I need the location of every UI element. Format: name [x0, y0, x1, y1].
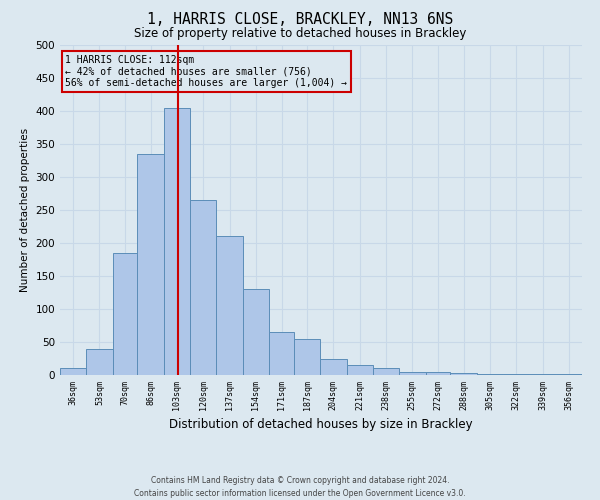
Bar — [503, 374, 529, 375]
Text: Size of property relative to detached houses in Brackley: Size of property relative to detached ho… — [134, 28, 466, 40]
Bar — [425, 372, 451, 375]
Text: 1 HARRIS CLOSE: 112sqm
← 42% of detached houses are smaller (756)
56% of semi-de: 1 HARRIS CLOSE: 112sqm ← 42% of detached… — [65, 55, 347, 88]
Bar — [529, 374, 556, 375]
Bar — [451, 373, 476, 375]
Bar — [113, 253, 137, 375]
Text: 1, HARRIS CLOSE, BRACKLEY, NN13 6NS: 1, HARRIS CLOSE, BRACKLEY, NN13 6NS — [147, 12, 453, 28]
Bar — [399, 372, 425, 375]
Text: Contains HM Land Registry data © Crown copyright and database right 2024.
Contai: Contains HM Land Registry data © Crown c… — [134, 476, 466, 498]
Bar — [476, 374, 503, 375]
Bar — [190, 200, 217, 375]
Bar — [320, 358, 347, 375]
Bar — [347, 365, 373, 375]
Bar — [86, 348, 113, 375]
X-axis label: Distribution of detached houses by size in Brackley: Distribution of detached houses by size … — [169, 418, 473, 431]
Bar — [269, 332, 294, 375]
Bar — [164, 108, 190, 375]
Bar — [556, 374, 582, 375]
Bar — [217, 236, 243, 375]
Bar — [294, 338, 320, 375]
Y-axis label: Number of detached properties: Number of detached properties — [20, 128, 30, 292]
Bar — [373, 368, 399, 375]
Bar — [137, 154, 164, 375]
Bar — [243, 289, 269, 375]
Bar — [60, 368, 86, 375]
